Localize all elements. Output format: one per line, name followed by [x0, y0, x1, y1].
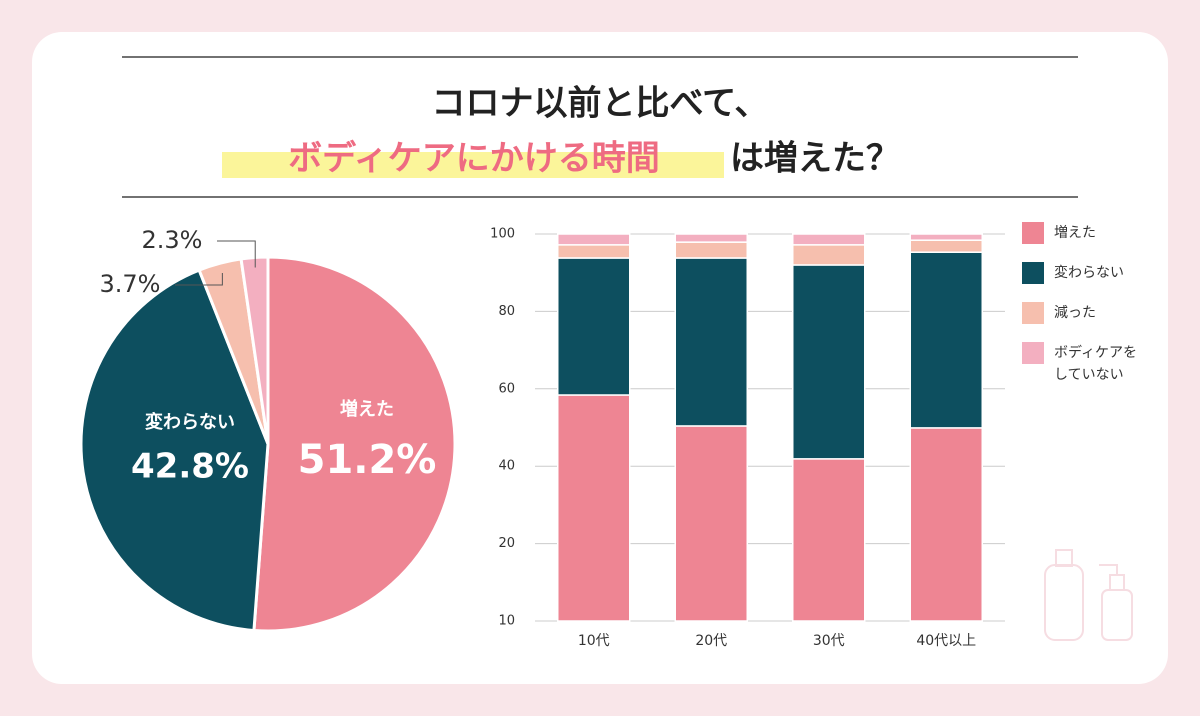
bar-segment	[674, 257, 748, 427]
x-tick-label: 20代	[695, 633, 727, 649]
slice-value: 3.7%	[100, 270, 161, 298]
legend-item: ボディケアを していない	[1022, 342, 1137, 383]
legend-label: 増えた	[1054, 225, 1096, 241]
x-tick-label: 10代	[578, 633, 610, 649]
y-tick-label: 40	[498, 459, 515, 474]
legend-swatch	[1022, 262, 1044, 284]
bar-segment	[674, 241, 748, 259]
bar-segment	[674, 425, 748, 622]
bar-segment	[792, 458, 866, 622]
legend-label: 減った	[1054, 305, 1096, 321]
y-tick-label: 20	[498, 536, 515, 551]
x-tick-label: 40代以上	[916, 633, 976, 649]
bar-segment	[674, 233, 748, 243]
slice-value: 42.8%	[131, 447, 249, 487]
bar-segment	[792, 233, 866, 246]
pie-slice	[79, 268, 270, 633]
leader-line	[217, 240, 256, 268]
y-tick-label: 10	[498, 614, 515, 629]
legend-label: ボディケアを していない	[1054, 345, 1138, 383]
slice-label: 増えた	[340, 398, 394, 420]
bar-segment	[557, 257, 631, 396]
bar-segment	[909, 427, 983, 622]
title-highlight: ボディケアにかける時間	[288, 139, 660, 179]
highlight	[222, 152, 724, 178]
slice-value: 51.2%	[298, 437, 437, 483]
y-tick-label: 80	[498, 304, 515, 319]
legend: 増えた変わらない減ったボディケアを していない	[1022, 222, 1137, 383]
legend-item: 増えた	[1022, 222, 1137, 262]
bar-segment	[792, 244, 866, 266]
bar-segment	[557, 394, 631, 622]
bar-segment	[792, 264, 866, 460]
legend-swatch	[1022, 342, 1044, 364]
title-line: コロナ以前と比べて、	[432, 84, 769, 124]
y-tick-label: 60	[498, 381, 515, 396]
legend-item: 変わらない	[1022, 262, 1137, 302]
y-tick-label: 100	[490, 227, 515, 242]
legend-item: 減った	[1022, 302, 1137, 342]
slice-value: 2.3%	[142, 226, 203, 254]
x-tick-label: 30代	[813, 633, 845, 649]
legend-swatch	[1022, 222, 1044, 244]
bottle-icon	[1044, 549, 1133, 641]
bar-segment	[557, 244, 631, 259]
bar-segment	[909, 251, 983, 429]
bar-segment	[909, 233, 983, 241]
title-rest: は増えた？	[730, 139, 900, 179]
bar-segment	[557, 233, 631, 246]
legend-label: 変わらない	[1054, 265, 1124, 281]
pie-slice	[239, 255, 270, 445]
legend-swatch	[1022, 302, 1044, 324]
bar-segment	[909, 239, 983, 253]
slice-label: 変わらない	[145, 411, 235, 433]
leader-line	[175, 272, 223, 286]
pie-slice	[252, 255, 457, 633]
